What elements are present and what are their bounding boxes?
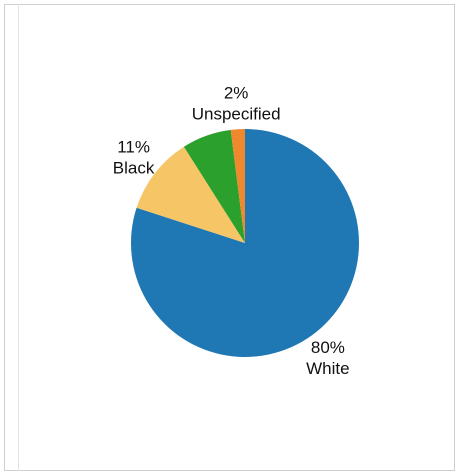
panel-divider: [18, 4, 19, 471]
pie-slice-black: [136, 146, 245, 243]
pie-label-black: 11% Black: [113, 138, 155, 178]
pie-label-unspecified: 2% Unspecified: [192, 83, 281, 123]
pie-slice-unlabeled-2: [183, 129, 245, 243]
pie-value-label: 11%: [117, 138, 150, 157]
pie-label-white: 80% White: [306, 338, 349, 378]
pie-slice-unspecified: [230, 129, 245, 243]
pie-value-label: 80%: [311, 338, 345, 357]
pie-slice-white: [131, 129, 359, 357]
pie-category-label: Black: [113, 159, 155, 178]
pie-slices: [131, 129, 359, 357]
pie-category-label: White: [306, 359, 349, 378]
pie-category-label: Unspecified: [192, 104, 281, 123]
pie-value-label: 2%: [224, 83, 249, 102]
pie-labels: 80% White 11% Black 2% Unspecified: [113, 83, 350, 378]
